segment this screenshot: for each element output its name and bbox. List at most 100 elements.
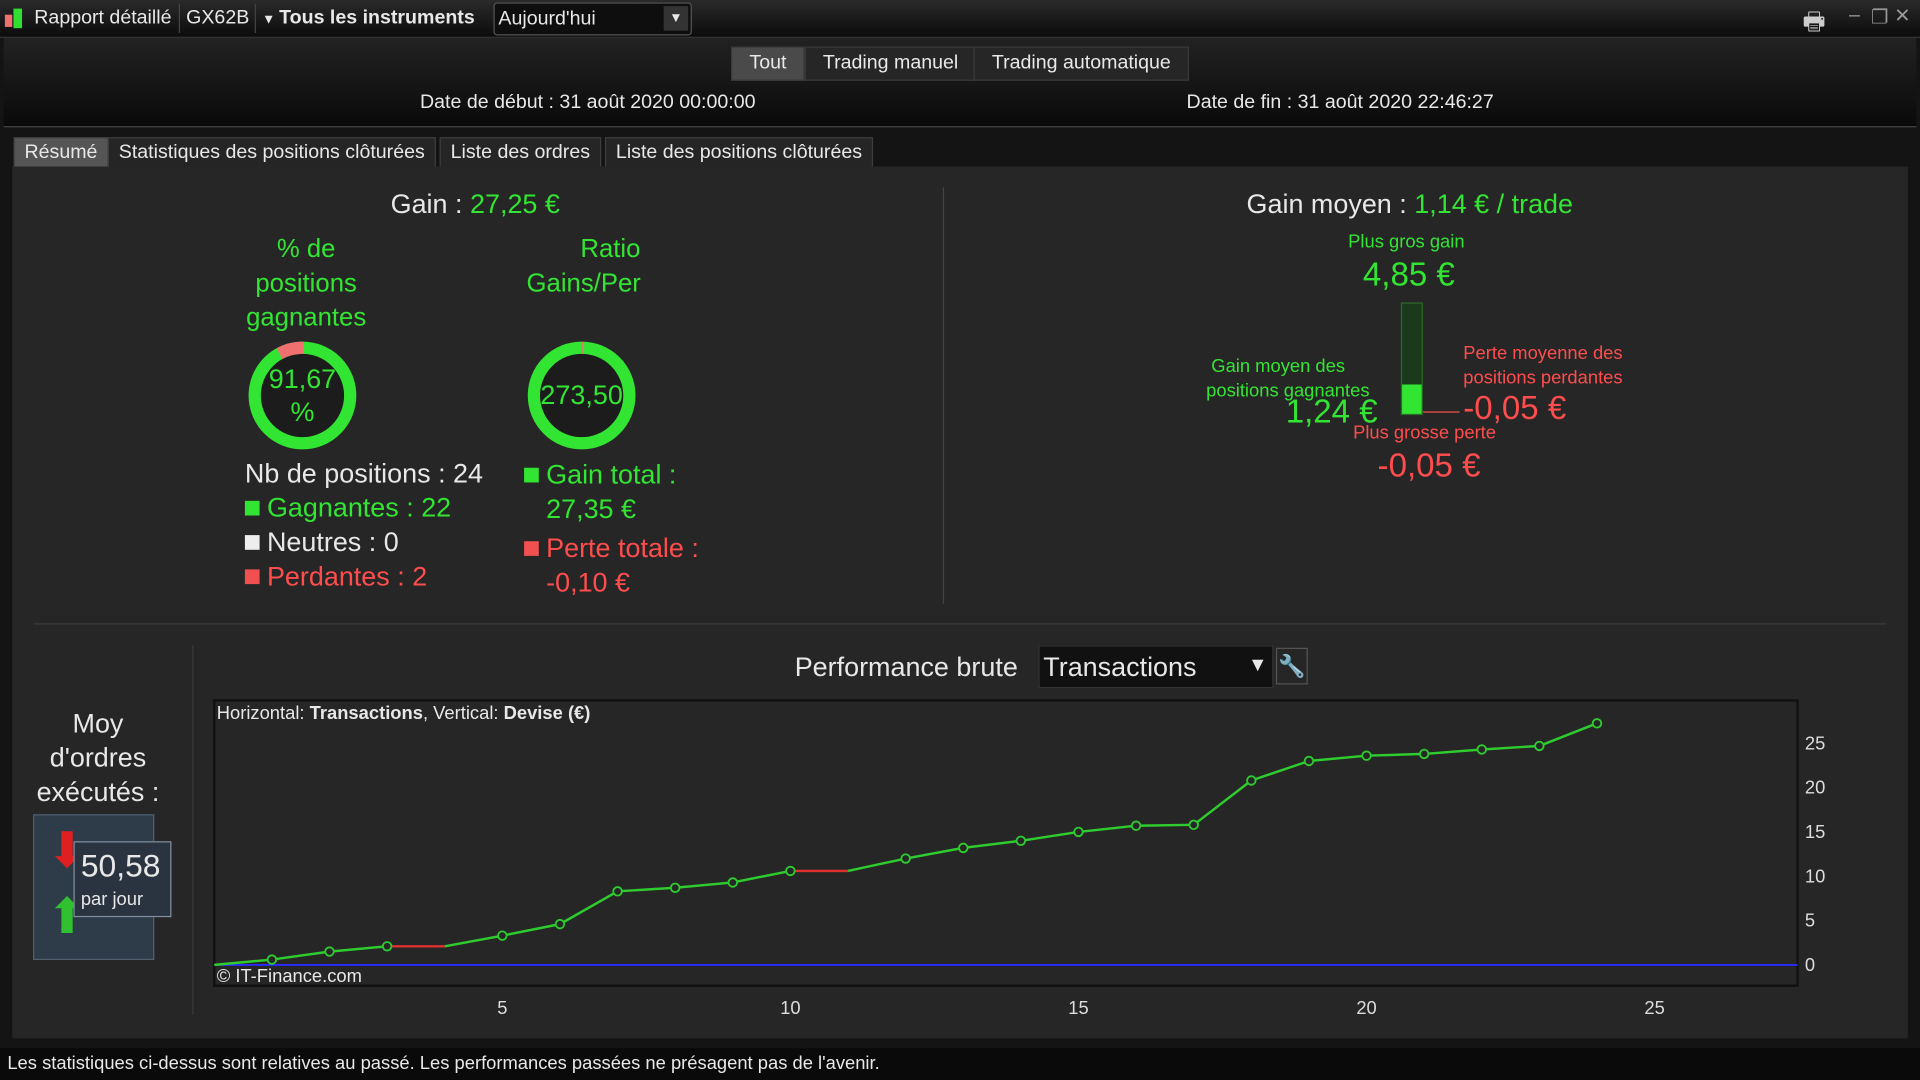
- data-point: [497, 930, 508, 941]
- print-icon[interactable]: 🖶: [1802, 8, 1826, 36]
- line-segment: [444, 934, 503, 948]
- avg-gain-fill: [1402, 384, 1422, 414]
- ratio-donut: [527, 341, 636, 450]
- line-segment: [617, 886, 676, 893]
- y-tick-label: 5: [1805, 910, 1815, 931]
- x-tick-label: 15: [1068, 997, 1088, 1018]
- winning-count: Gagnantes : 22: [244, 492, 451, 524]
- biggest-gain-label: Plus gros gain: [1348, 231, 1465, 253]
- tab-summary[interactable]: Résumé: [13, 137, 109, 169]
- line-segment: [1308, 754, 1367, 763]
- data-point: [1073, 826, 1084, 838]
- line-segment: [732, 869, 791, 884]
- toolbar: Rapport détaillé GX62B ▼ Tous les instru…: [0, 0, 1920, 38]
- perf-title: Performance brute: [794, 651, 1018, 683]
- restore-icon[interactable]: ❐: [1871, 7, 1889, 29]
- total-loss: Perte totale : -0,10 €: [524, 531, 699, 600]
- line-segment: [905, 846, 964, 860]
- x-tick-label: 5: [497, 997, 507, 1018]
- start-date: Date de début : 31 août 2020 00:00:00: [420, 91, 756, 113]
- avg-loss-label: Perte moyenne des positions perdantes: [1463, 342, 1623, 389]
- copyright: © IT-Finance.com: [216, 966, 362, 987]
- mode-all[interactable]: Tout: [731, 46, 805, 81]
- x-tick-label: 20: [1356, 997, 1376, 1018]
- mode-manual[interactable]: Trading manuel: [804, 46, 977, 81]
- line-segment: [1250, 759, 1310, 782]
- account-label[interactable]: GX62B: [186, 7, 250, 29]
- instruments-dropdown[interactable]: ▼ Tous les instruments: [262, 7, 475, 29]
- chart-caption: Horizontal: Transactions, Vertical: Devi…: [216, 702, 591, 724]
- data-point: [1534, 740, 1545, 752]
- data-point: [381, 941, 393, 952]
- data-point: [1418, 748, 1430, 760]
- losing-count: Perdantes : 2: [244, 561, 427, 593]
- divider: [942, 187, 945, 604]
- line-segment: [1538, 722, 1598, 748]
- chevron-down-icon: ▼: [1247, 655, 1268, 676]
- line-segment: [1020, 830, 1079, 843]
- divider: [34, 623, 1886, 625]
- data-point: [266, 954, 278, 965]
- caret-down-icon: ▼: [262, 12, 280, 27]
- line-segment: [1136, 823, 1194, 827]
- orders-label: Moy d'ordres exécutés :: [36, 707, 160, 807]
- y-tick-label: 25: [1805, 732, 1825, 753]
- line-segment: [1481, 744, 1540, 751]
- avg-win-label: Gain moyen des positions gagnantes: [1206, 356, 1370, 402]
- biggest-gain-value: 4,85 €: [1362, 255, 1455, 293]
- ratio-value: 273,50: [540, 379, 623, 411]
- donut-loss-arc: [527, 341, 636, 450]
- status-bar: Les statistiques ci-dessus sont relative…: [0, 1048, 1920, 1080]
- y-tick-label: 20: [1805, 777, 1825, 798]
- win-pct-donut: [248, 341, 357, 450]
- line-segment: [963, 839, 1022, 850]
- line-segment: [214, 958, 273, 967]
- avg-loss-value: -0,05 €: [1463, 389, 1567, 427]
- y-tick-label: 10: [1805, 865, 1825, 886]
- win-pct-value: 91,67%: [268, 363, 337, 428]
- tab-orders[interactable]: Liste des ordres: [439, 137, 602, 169]
- data-point: [554, 918, 566, 930]
- period-select[interactable]: Aujourd'hui ▼: [493, 2, 692, 36]
- y-tick-label: 0: [1805, 954, 1815, 975]
- data-point: [1303, 755, 1315, 767]
- average-gain-heading: Gain moyen : 1,14 € / trade: [1246, 188, 1574, 220]
- wrench-icon[interactable]: 🔧: [1275, 647, 1308, 685]
- orders-badge: 50,58 par jour: [73, 841, 172, 918]
- neutral-count: Neutres : 0: [244, 527, 399, 559]
- tab-closed-positions[interactable]: Liste des positions clôturées: [604, 137, 874, 169]
- line-segment: [1366, 752, 1425, 757]
- x-tick-label: 25: [1644, 997, 1664, 1018]
- line-segment: [675, 881, 733, 889]
- end-date: Date de fin : 31 août 2020 22:46:27: [1186, 91, 1494, 113]
- biggest-loss-value: -0,05 €: [1377, 446, 1481, 484]
- data-point: [785, 865, 796, 877]
- data-point: [727, 877, 739, 888]
- data-point: [1015, 835, 1027, 846]
- performance-chart: 0 5 10 15 20 25 5 10 15 20 25: [213, 699, 1825, 1018]
- line-segment: [502, 922, 561, 937]
- biggest-loss-label: Plus grosse perte: [1353, 422, 1497, 444]
- win-pct-title: % de positions gagnantes: [246, 235, 367, 332]
- line-segment: [1424, 748, 1482, 756]
- gain-heading: Gain : 27,25 €: [390, 188, 560, 220]
- data-point: [1246, 775, 1257, 786]
- line-segment: [559, 890, 619, 926]
- data-point: [324, 946, 335, 957]
- line-segment: [271, 950, 330, 961]
- nb-positions: Nb de positions : 24: [244, 457, 484, 489]
- line-segment: [329, 945, 388, 953]
- tab-closed-stats[interactable]: Statistiques des positions clôturées: [107, 137, 436, 169]
- data-point: [1188, 819, 1199, 831]
- close-icon[interactable]: ✕: [1894, 6, 1911, 27]
- avg-win-value: 1,24 €: [1285, 393, 1378, 430]
- data-point: [958, 842, 969, 854]
- data-point: [612, 886, 623, 897]
- minimize-icon[interactable]: –: [1848, 4, 1860, 26]
- data-point: [1130, 820, 1142, 831]
- mode-automatic[interactable]: Trading automatique: [973, 46, 1190, 81]
- x-axis-select[interactable]: Transactions ▼: [1038, 645, 1274, 689]
- data-point: [900, 853, 911, 864]
